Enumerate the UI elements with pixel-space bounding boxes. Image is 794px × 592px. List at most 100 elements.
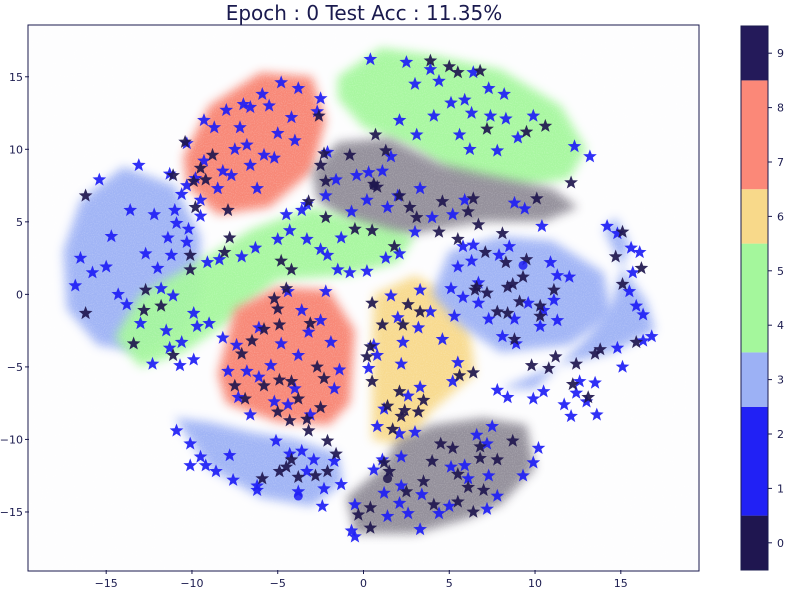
star-point-1-130 (360, 349, 374, 363)
star-point-0-118 (190, 319, 204, 333)
star-point-1-133 (396, 317, 410, 331)
star-point-1-42 (317, 146, 331, 160)
star-point-0-23 (267, 150, 282, 164)
star-point-0-53 (517, 201, 532, 215)
star-point-1-63 (588, 346, 602, 360)
colorbar-band-3 (741, 243, 768, 353)
star-point-1-1 (178, 134, 192, 148)
star-point-0-200 (569, 385, 584, 399)
star-point-1-87 (451, 467, 465, 481)
star-point-1-109 (270, 404, 285, 418)
star-point-1-94 (473, 439, 487, 453)
star-point-0-165 (444, 281, 458, 295)
star-point-0-143 (221, 364, 235, 378)
star-point-0-203 (526, 391, 541, 405)
star-point-0-198 (588, 375, 602, 389)
star-point-1-71 (615, 224, 630, 238)
star-point-0-57 (423, 62, 438, 76)
star-point-0-104 (270, 232, 285, 246)
star-point-0-100 (200, 255, 215, 269)
star-point-0-247 (469, 427, 484, 441)
circle-point-3 (293, 491, 303, 501)
star-point-1-83 (427, 497, 441, 511)
star-point-0-221 (294, 443, 309, 457)
star-point-0-243 (516, 468, 530, 482)
star-point-0-22 (257, 147, 271, 161)
star-point-0-88 (119, 297, 134, 311)
star-point-0-171 (543, 255, 558, 269)
star-point-1-136 (466, 365, 481, 379)
star-point-1-144 (533, 298, 547, 312)
star-point-1-14 (183, 262, 198, 276)
star-point-0-239 (461, 471, 475, 485)
star-point-1-68 (634, 261, 649, 275)
star-point-0-212 (198, 458, 213, 472)
star-point-1-62 (593, 342, 608, 356)
star-point-1-126 (279, 281, 294, 295)
colorbar-tick-label: 5 (777, 265, 784, 278)
star-point-0-231 (394, 478, 409, 492)
star-point-0-123 (173, 358, 187, 372)
colorbar-band-2 (741, 352, 768, 407)
star-point-0-64 (526, 108, 541, 122)
colorbar-tick-label: 9 (777, 47, 784, 60)
star-point-0-162 (377, 401, 391, 415)
star-point-1-145 (547, 282, 561, 296)
star-point-0-135 (332, 362, 347, 376)
star-point-0-2 (193, 192, 208, 206)
star-point-1-72 (392, 384, 407, 398)
star-point-1-58 (541, 361, 556, 375)
star-point-0-125 (240, 364, 254, 378)
star-point-0-4 (188, 171, 203, 185)
star-point-0-65 (567, 139, 582, 153)
star-point-1-120 (270, 301, 285, 315)
star-point-0-166 (451, 259, 465, 273)
star-point-0-218 (250, 478, 264, 492)
star-point-0-101 (212, 252, 227, 266)
star-point-1-131 (365, 295, 379, 309)
star-point-0-93 (154, 281, 168, 295)
star-point-1-59 (548, 349, 563, 363)
star-point-0-190 (626, 265, 640, 279)
star-point-1-70 (608, 249, 623, 263)
star-point-0-89 (133, 316, 148, 330)
star-point-1-108 (282, 413, 297, 427)
star-point-0-74 (408, 76, 422, 90)
star-point-0-186 (600, 219, 614, 232)
star-point-0-169 (492, 248, 506, 261)
star-point-0-142 (231, 390, 246, 404)
star-point-1-67 (629, 335, 644, 349)
star-point-1-149 (469, 279, 484, 293)
star-point-1-100 (291, 470, 306, 483)
star-point-1-29 (403, 200, 417, 214)
star-point-1-132 (375, 317, 390, 331)
star-point-1-112 (272, 372, 287, 386)
star-point-1-146 (516, 269, 530, 283)
star-point-0-49 (445, 207, 460, 221)
star-point-1-140 (519, 252, 534, 266)
star-point-1-50 (538, 118, 553, 132)
star-point-0-131 (291, 348, 306, 362)
star-point-0-204 (500, 390, 515, 404)
y-tick-label: 5 (16, 216, 23, 229)
star-point-0-195 (636, 333, 650, 347)
star-point-0-241 (490, 488, 505, 502)
star-point-0-20 (224, 168, 239, 182)
star-point-0-232 (415, 487, 429, 501)
star-point-0-197 (615, 359, 630, 373)
star-point-0-95 (147, 207, 162, 221)
star-point-0-71 (427, 108, 441, 122)
star-point-0-156 (384, 288, 398, 302)
star-point-0-227 (291, 484, 306, 498)
star-point-1-91 (445, 440, 460, 454)
star-point-0-127 (264, 358, 278, 372)
star-point-1-99 (308, 468, 323, 482)
star-point-0-107 (313, 242, 328, 256)
star-point-0-226 (334, 477, 348, 491)
star-point-0-194 (644, 329, 659, 343)
star-point-0-130 (274, 336, 288, 350)
star-point-0-76 (481, 81, 496, 95)
star-point-0-133 (313, 313, 328, 327)
star-point-1-84 (451, 494, 465, 508)
star-point-0-109 (330, 262, 345, 276)
